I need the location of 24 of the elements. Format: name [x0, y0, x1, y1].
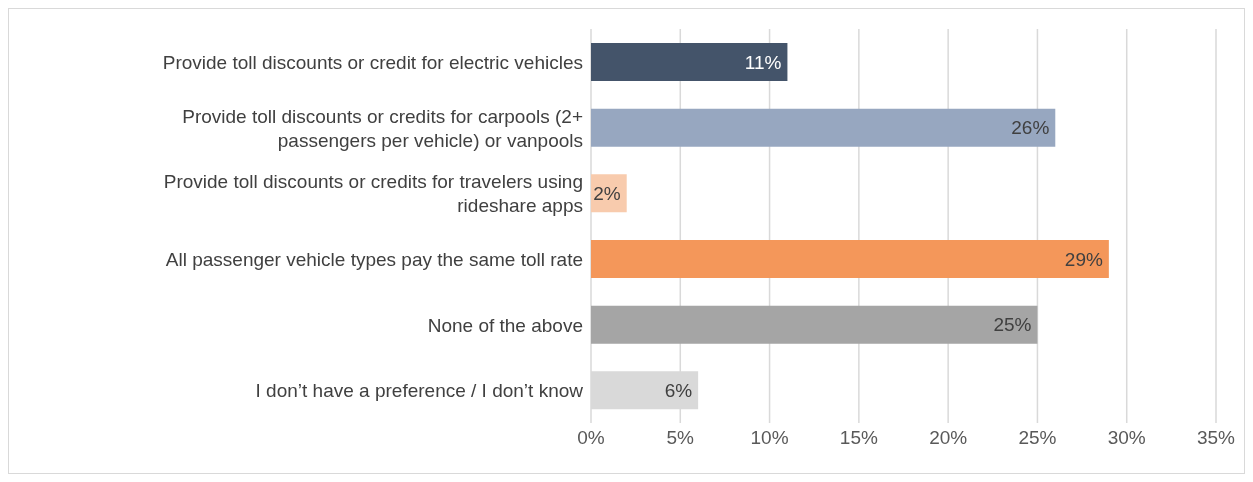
bar — [591, 108, 1056, 147]
x-tick-label: 35% — [1196, 427, 1236, 449]
x-tick-label: 10% — [750, 427, 789, 449]
y-tick-label: None of the above — [427, 314, 583, 335]
bar — [591, 305, 1038, 344]
bar — [591, 43, 788, 81]
y-tick-label: All passenger vehicle types pay the same toll rate — [165, 248, 583, 270]
x-tick-label: 5% — [666, 427, 695, 449]
data-label: 6% — [664, 379, 693, 401]
data-label: 11% — [744, 51, 782, 73]
y-tick-label: Provide toll discounts or credits for travelers using rideshare apps — [163, 170, 583, 216]
x-tick-label: 20% — [929, 427, 968, 449]
data-label: 29% — [1064, 248, 1103, 270]
data-label: 25% — [993, 314, 1032, 336]
data-label: 26% — [1011, 117, 1050, 139]
x-tick-label: 25% — [1018, 427, 1057, 449]
y-tick-label: Provide toll discounts or credit for electric vehicles — [162, 51, 583, 73]
bar — [591, 240, 1109, 278]
y-tick-label: Provide toll discounts or credits for carpools (2+ passengers per vehicle) or vanpools — [182, 105, 583, 150]
y-tick-label: I don’t have a preference / I don’t know — [255, 379, 584, 401]
x-tick-label: 15% — [839, 427, 878, 449]
x-tick-label: 30% — [1107, 427, 1146, 449]
x-tick-label: 0% — [577, 427, 605, 449]
data-label: 2% — [593, 182, 621, 204]
